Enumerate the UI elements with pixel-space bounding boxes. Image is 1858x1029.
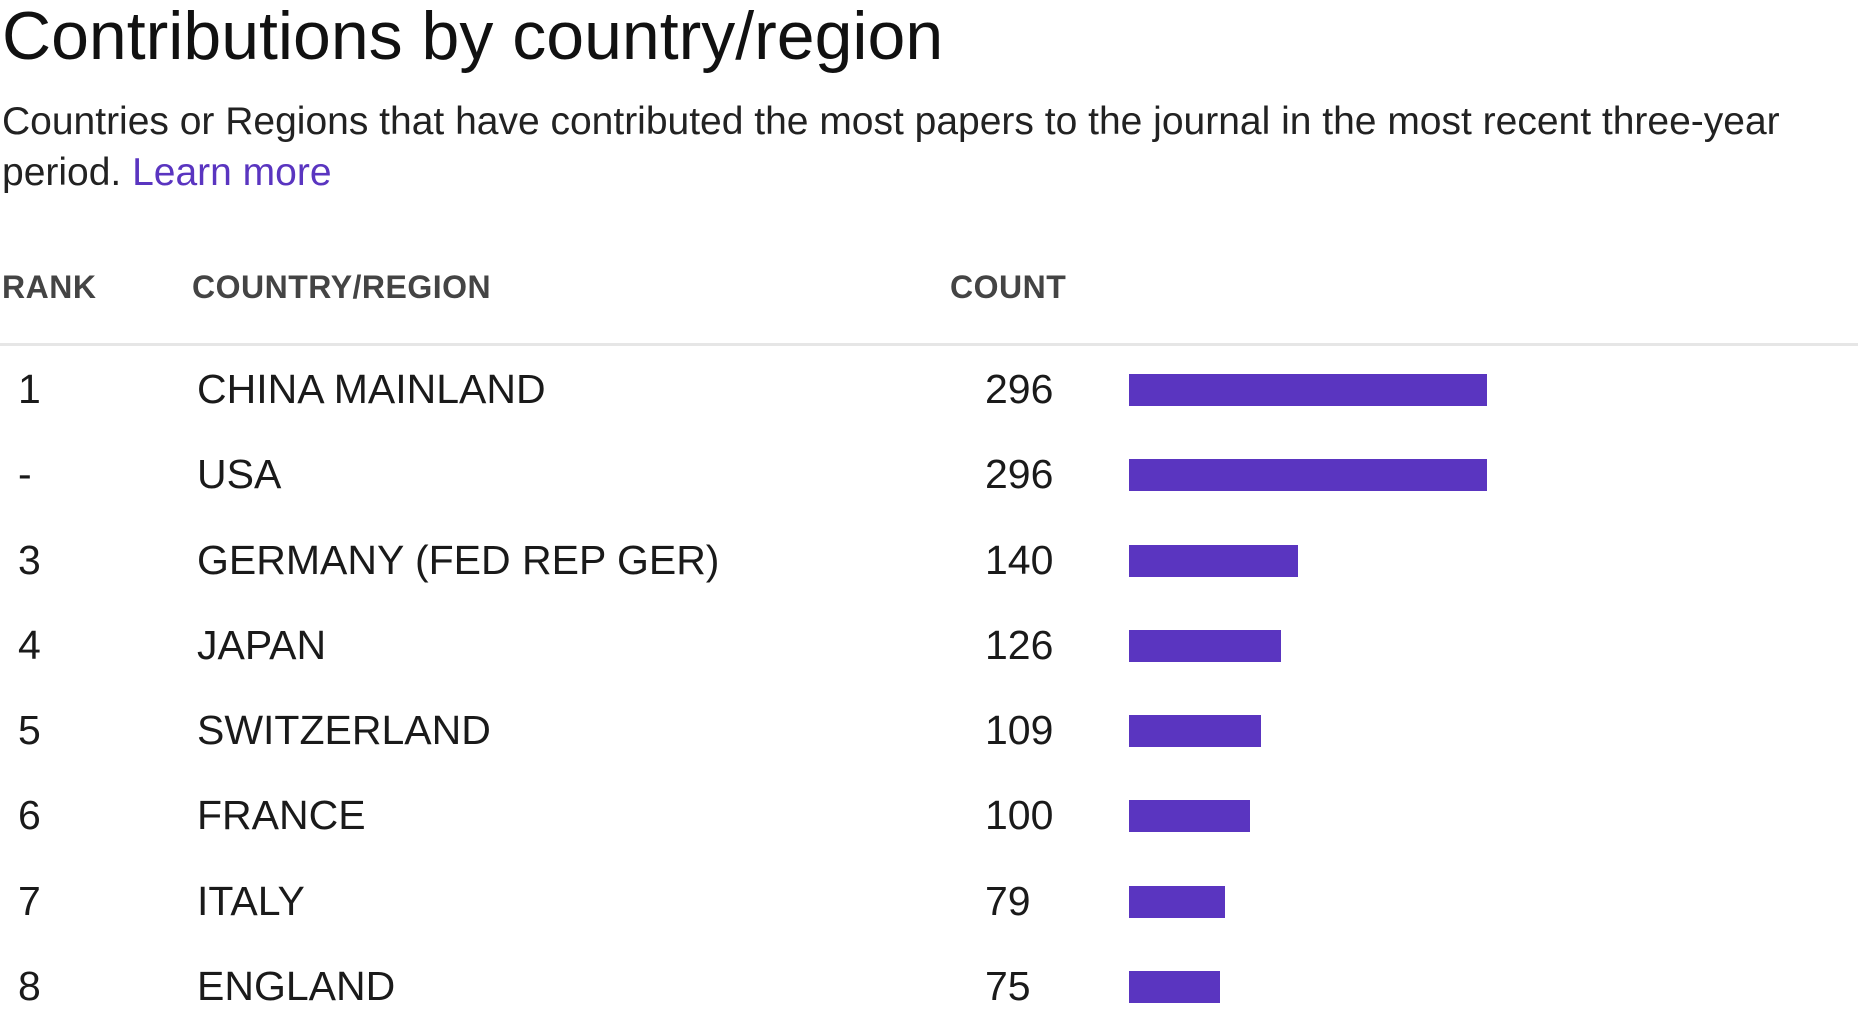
table-body: 1 CHINA MAINLAND 296 - USA 296 3 GERMANY… bbox=[0, 347, 1858, 1029]
country-cell: SWITZERLAND bbox=[197, 707, 491, 754]
country-cell: CHINA MAINLAND bbox=[197, 366, 546, 412]
count-bar bbox=[1129, 544, 1299, 577]
count-bar bbox=[1129, 459, 1487, 492]
rank-cell: 3 bbox=[18, 536, 41, 583]
rank-cell: 5 bbox=[18, 707, 41, 754]
country-cell: ENGLAND bbox=[197, 963, 396, 1010]
count-bar bbox=[1129, 800, 1250, 833]
country-cell: USA bbox=[197, 451, 282, 498]
rank-cell: 7 bbox=[18, 877, 41, 924]
count-cell: 140 bbox=[985, 536, 1054, 583]
column-header-country: COUNTRY/REGION bbox=[192, 269, 492, 305]
count-cell: 296 bbox=[985, 366, 1054, 412]
column-header-rank: RANK bbox=[2, 269, 97, 305]
rank-cell: 8 bbox=[18, 963, 41, 1010]
page-title: Contributions by country/region bbox=[2, 0, 944, 74]
count-bar bbox=[1129, 629, 1282, 662]
rank-cell: 6 bbox=[18, 792, 41, 839]
rank-cell: - bbox=[18, 451, 32, 498]
rank-cell: 4 bbox=[18, 621, 41, 668]
count-bar bbox=[1129, 971, 1220, 1004]
count-cell: 126 bbox=[985, 621, 1054, 668]
count-bar bbox=[1129, 885, 1225, 918]
table-row: 4 JAPAN 126 bbox=[0, 603, 1858, 688]
page-description: Countries or Regions that have contribut… bbox=[2, 96, 1854, 198]
table-row: 6 FRANCE 100 bbox=[0, 773, 1858, 858]
table-row: - USA 296 bbox=[0, 432, 1858, 517]
country-cell: ITALY bbox=[197, 877, 305, 924]
count-cell: 109 bbox=[985, 707, 1054, 754]
rank-cell: 1 bbox=[18, 366, 41, 412]
count-cell: 79 bbox=[985, 877, 1031, 924]
table-row: 3 GERMANY (FED REP GER) 140 bbox=[0, 518, 1858, 603]
count-bar bbox=[1129, 715, 1261, 748]
count-cell: 100 bbox=[985, 792, 1054, 839]
count-cell: 75 bbox=[985, 963, 1031, 1010]
header-divider bbox=[0, 343, 1858, 346]
table-header: RANK COUNTRY/REGION COUNT bbox=[0, 262, 1858, 312]
table-row: 5 SWITZERLAND 109 bbox=[0, 688, 1858, 773]
table-row: 1 CHINA MAINLAND 296 bbox=[0, 347, 1858, 432]
description-text: Countries or Regions that have contribut… bbox=[2, 100, 1780, 194]
column-header-count: COUNT bbox=[950, 269, 1067, 305]
learn-more-link[interactable]: Learn more bbox=[132, 151, 332, 194]
table-row: 7 ITALY 79 bbox=[0, 859, 1858, 944]
country-cell: JAPAN bbox=[197, 621, 327, 668]
country-cell: FRANCE bbox=[197, 792, 366, 839]
count-bar bbox=[1129, 374, 1487, 406]
country-cell: GERMANY (FED REP GER) bbox=[197, 536, 720, 583]
count-cell: 296 bbox=[985, 451, 1054, 498]
table-row: 8 ENGLAND 75 bbox=[0, 944, 1858, 1029]
